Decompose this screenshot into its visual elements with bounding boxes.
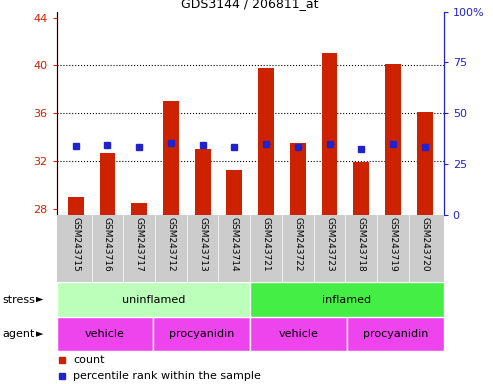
- Text: GSM243714: GSM243714: [230, 217, 239, 272]
- Bar: [353, 162, 369, 215]
- Text: GSM243722: GSM243722: [293, 217, 302, 271]
- Bar: [321, 53, 337, 215]
- Bar: [250, 317, 347, 351]
- Text: stress: stress: [2, 295, 35, 305]
- Text: GSM243715: GSM243715: [71, 217, 80, 272]
- Text: vehicle: vehicle: [279, 329, 318, 339]
- Bar: [163, 101, 179, 215]
- Text: vehicle: vehicle: [85, 329, 125, 339]
- Text: GSM243717: GSM243717: [135, 217, 143, 272]
- Bar: [258, 68, 274, 215]
- Bar: [57, 282, 250, 317]
- Text: GSM243712: GSM243712: [167, 217, 176, 272]
- Bar: [385, 64, 401, 215]
- Text: percentile rank within the sample: percentile rank within the sample: [73, 371, 261, 381]
- Bar: [153, 317, 250, 351]
- Text: count: count: [73, 356, 105, 366]
- Text: procyanidin: procyanidin: [169, 329, 235, 339]
- Bar: [100, 153, 115, 215]
- Bar: [57, 317, 153, 351]
- Bar: [195, 149, 211, 215]
- Text: GSM243713: GSM243713: [198, 217, 207, 272]
- Text: GSM243716: GSM243716: [103, 217, 112, 272]
- Text: agent: agent: [2, 329, 35, 339]
- Title: GDS3144 / 206811_at: GDS3144 / 206811_at: [181, 0, 319, 10]
- Text: GSM243723: GSM243723: [325, 217, 334, 272]
- Bar: [250, 282, 444, 317]
- Bar: [290, 143, 306, 215]
- Text: procyanidin: procyanidin: [363, 329, 428, 339]
- Text: inflamed: inflamed: [322, 295, 372, 305]
- Text: GSM243720: GSM243720: [420, 217, 429, 272]
- Text: GSM243719: GSM243719: [388, 217, 397, 272]
- Bar: [226, 170, 242, 215]
- Text: GSM243721: GSM243721: [262, 217, 271, 272]
- Text: uninflamed: uninflamed: [122, 295, 185, 305]
- Text: GSM243718: GSM243718: [357, 217, 366, 272]
- Bar: [417, 112, 432, 215]
- Bar: [68, 197, 84, 215]
- Bar: [131, 203, 147, 215]
- Bar: [347, 317, 444, 351]
